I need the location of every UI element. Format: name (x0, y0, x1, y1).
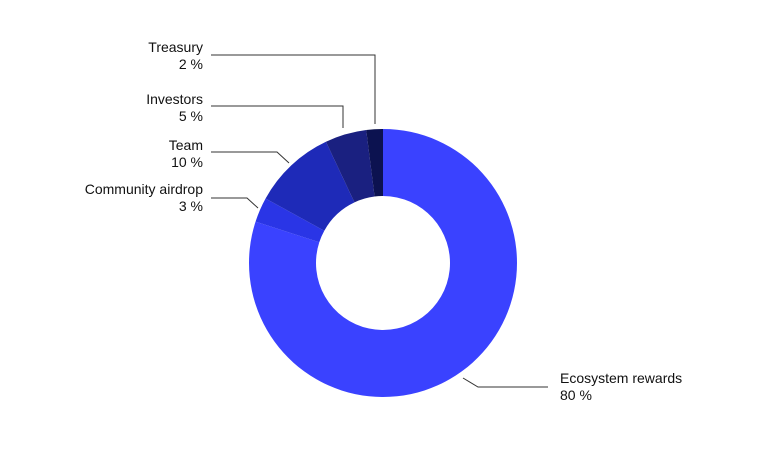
slice-team (265, 141, 355, 231)
slice-label-investors: Investors (146, 91, 203, 107)
slice-value-investors: 5 % (179, 108, 203, 124)
slice-value-community-airdrop: 3 % (179, 198, 203, 214)
slice-value-ecosystem-rewards: 80 % (560, 387, 592, 403)
slice-investors (325, 130, 375, 203)
leader-line-ecosystem-rewards (462, 377, 548, 388)
slice-label-community-airdrop: Community airdrop (85, 181, 203, 197)
slice-label-ecosystem-rewards: Ecosystem rewards (560, 370, 682, 386)
donut-slices (248, 129, 517, 397)
slice-label-team: Team (169, 137, 203, 153)
slice-ecosystem-rewards (248, 129, 517, 397)
slice-value-team: 10 % (171, 154, 203, 170)
slice-community-airdrop (255, 198, 325, 243)
slice-label-treasury: Treasury (148, 39, 203, 55)
slice-treasury (366, 129, 383, 197)
leader-line-community-airdrop (211, 197, 259, 209)
leader-lines (211, 54, 548, 388)
leader-line-team (211, 151, 290, 164)
leader-line-treasury (211, 54, 376, 124)
leader-line-investors (211, 105, 344, 128)
slice-value-treasury: 2 % (179, 56, 203, 72)
